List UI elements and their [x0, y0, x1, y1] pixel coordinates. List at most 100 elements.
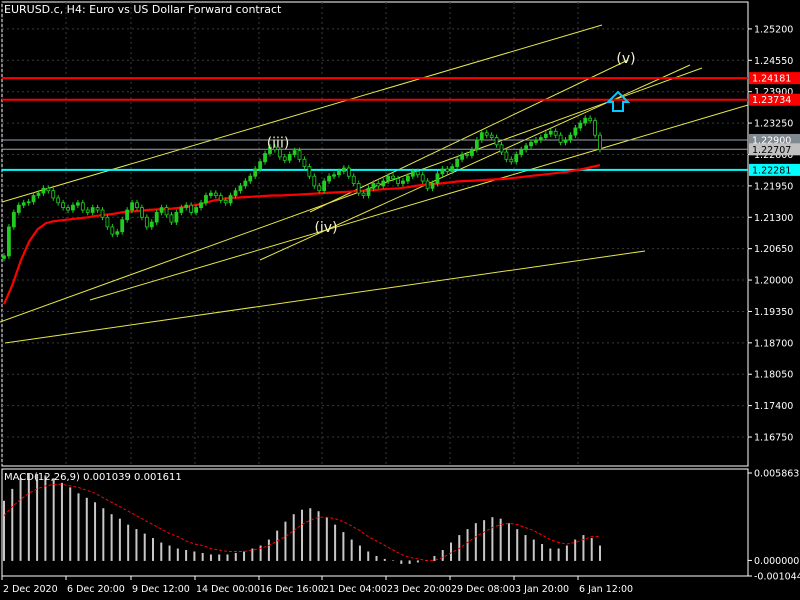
candle-body	[598, 134, 602, 151]
candle-body	[90, 207, 95, 213]
level-price-label: 1.22707	[752, 145, 791, 156]
macd-signal-value: 0.001611	[134, 472, 182, 483]
level-price-label: 1.22900	[752, 135, 791, 146]
level-price-box	[749, 143, 800, 156]
candle-body	[238, 185, 243, 192]
candle-body	[277, 149, 282, 158]
candle-body	[149, 221, 154, 228]
candle-body	[425, 180, 430, 189]
candle-body	[287, 154, 292, 161]
candle-body	[61, 202, 66, 209]
macd-signal-line	[3, 483, 600, 561]
candle-body	[386, 175, 391, 182]
price-tick-label: 1.18700	[754, 338, 793, 349]
candle-body	[159, 207, 164, 213]
candle-body	[558, 134, 563, 143]
time-tick-label: 3 Jan 20:00	[515, 584, 569, 595]
channel-line	[4, 250, 646, 344]
candle-body	[115, 231, 120, 235]
candle-body	[95, 207, 100, 211]
time-tick-label: 2 Dec 2020	[3, 584, 58, 595]
candle-body	[46, 187, 51, 192]
candle-body	[568, 134, 573, 141]
time-tick-label: 6 Jan 12:00	[579, 584, 633, 595]
candle-body	[445, 168, 450, 172]
price-tick-label: 1.20650	[754, 244, 793, 255]
candle-body	[440, 168, 445, 175]
candle-body	[415, 170, 420, 176]
price-tick-label: 1.21950	[754, 181, 793, 192]
chart-header: EURUSD.c, H4: Euro vs US Dollar Forward …	[4, 3, 281, 16]
candle-body	[484, 132, 489, 136]
price-tick-label: 1.23900	[754, 87, 793, 98]
time-tick-label: 23 Dec 20:00	[387, 584, 451, 595]
candle-body	[169, 214, 174, 223]
candle-body	[351, 175, 356, 184]
price-tick-label: 1.20000	[754, 276, 793, 287]
candle-body	[317, 185, 322, 192]
candle-body	[36, 192, 41, 196]
price-tick-label: 1.21300	[754, 213, 793, 224]
candle-body	[430, 183, 435, 189]
candle-body	[71, 204, 75, 211]
candle-body	[21, 202, 26, 206]
candle-body	[435, 173, 440, 184]
candle-body	[80, 202, 85, 211]
candle-body	[140, 207, 144, 218]
candle-body	[16, 204, 21, 213]
macd-tick-label: 0.005863	[754, 469, 799, 480]
price-tick-label: 1.22600	[754, 150, 793, 161]
candle-body	[455, 158, 460, 167]
price-tick-label: 1.17400	[754, 401, 793, 412]
candle-body	[263, 153, 267, 163]
candle-body	[514, 154, 519, 163]
candle-body	[302, 158, 307, 167]
candle-body	[543, 133, 548, 138]
channel-line	[0, 67, 703, 323]
level-price-label: 1.24181	[752, 74, 791, 85]
candle-body	[307, 166, 312, 177]
candle-body	[396, 178, 400, 184]
macd-tick-label: -0.001044	[754, 572, 800, 583]
candle-body	[376, 183, 381, 187]
candle-body	[11, 212, 16, 228]
candle-body	[356, 183, 361, 194]
candle-body	[218, 195, 223, 201]
candle-body	[548, 130, 553, 135]
candle-body	[593, 120, 597, 136]
candle-body	[189, 204, 194, 213]
candle-body	[258, 161, 263, 170]
level-price-label: 1.23734	[752, 95, 791, 106]
candle-body	[100, 209, 105, 218]
candle-body	[204, 195, 208, 204]
candle-body	[56, 197, 61, 204]
candle-body	[164, 207, 169, 216]
wave-label: (iii)	[267, 135, 290, 151]
candle-body	[144, 216, 149, 228]
channel-line	[1, 24, 603, 203]
candle-body	[297, 150, 302, 160]
candle-body	[85, 209, 90, 213]
candle-body	[213, 192, 218, 196]
candle-body	[563, 139, 568, 143]
level-price-box	[749, 93, 800, 106]
candle-body	[31, 195, 36, 203]
candle-body	[332, 174, 336, 177]
time-tick-label: 6 Dec 20:00	[67, 584, 125, 595]
candle-body	[51, 190, 56, 199]
candle-body	[41, 187, 46, 194]
candle-body	[154, 212, 159, 223]
level-price-label: 1.22281	[752, 165, 791, 176]
candle-body	[420, 174, 425, 182]
level-price-box	[749, 163, 800, 176]
symbol-description: Euro vs US Dollar Forward contract	[89, 3, 282, 16]
candle-body	[366, 187, 371, 196]
candle-body	[519, 149, 524, 155]
candle-body	[346, 167, 351, 177]
macd-main-value: 0.001039	[83, 472, 131, 483]
candle-body	[243, 180, 248, 187]
candle-body	[223, 199, 228, 204]
candle-body	[312, 175, 317, 187]
candle-body	[509, 158, 514, 163]
